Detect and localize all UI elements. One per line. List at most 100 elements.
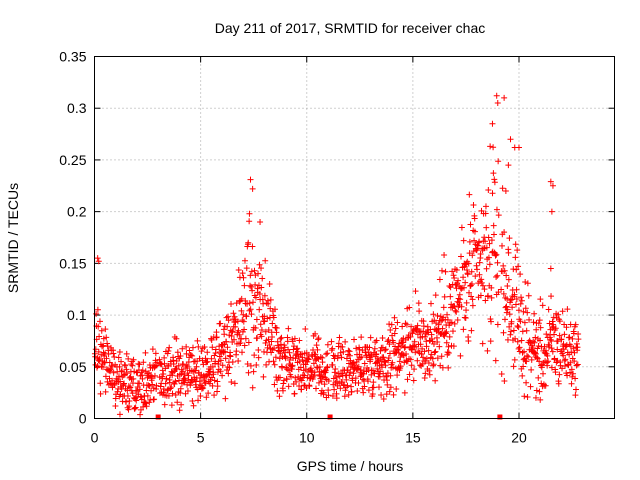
data-point xyxy=(251,267,258,274)
data-point xyxy=(444,311,451,318)
data-point xyxy=(213,334,220,341)
data-point xyxy=(385,354,392,361)
x-tick-label: 0 xyxy=(91,430,99,446)
data-point xyxy=(228,329,235,336)
data-point xyxy=(425,347,432,354)
data-point xyxy=(370,379,377,386)
data-point xyxy=(548,293,555,300)
data-point xyxy=(258,333,265,340)
data-point xyxy=(523,327,530,334)
data-point xyxy=(572,386,579,393)
data-point xyxy=(572,392,579,399)
data-point xyxy=(432,377,439,384)
data-point xyxy=(249,384,256,391)
data-point xyxy=(484,347,491,354)
data-point xyxy=(518,337,525,344)
data-point xyxy=(395,343,402,350)
data-point xyxy=(123,398,130,405)
data-point xyxy=(183,362,190,369)
data-point xyxy=(197,374,204,381)
data-point xyxy=(426,371,433,378)
data-point xyxy=(202,355,209,362)
data-point xyxy=(504,282,511,289)
data-point xyxy=(474,266,481,273)
data-point xyxy=(153,382,160,389)
data-point xyxy=(274,387,281,394)
data-point xyxy=(531,349,538,356)
data-point xyxy=(412,349,419,356)
data-point xyxy=(183,343,190,350)
data-point xyxy=(269,334,276,341)
data-point xyxy=(247,272,254,279)
data-point xyxy=(184,387,191,394)
data-point xyxy=(417,341,424,348)
data-point xyxy=(431,349,438,356)
data-point xyxy=(134,387,141,394)
data-point xyxy=(255,346,262,353)
data-point xyxy=(491,179,498,186)
data-point xyxy=(250,368,257,375)
data-point xyxy=(288,366,295,373)
data-point xyxy=(145,382,152,389)
axis-ticks: 0 0.05 0.1 0.15 0.2 0.25 0.3 0.35 0 5 10 15 20 xyxy=(59,49,615,446)
data-point xyxy=(168,402,175,409)
data-point xyxy=(537,337,544,344)
data-point xyxy=(313,342,320,349)
data-point xyxy=(471,237,478,244)
data-point xyxy=(291,335,298,342)
data-point xyxy=(503,303,510,310)
data-point xyxy=(277,350,284,357)
data-point xyxy=(531,310,538,317)
data-point xyxy=(380,354,387,361)
data-point xyxy=(231,380,238,387)
data-point xyxy=(139,375,146,382)
data-point xyxy=(552,369,559,376)
data-point xyxy=(518,297,525,304)
data-point xyxy=(396,358,403,365)
data-point xyxy=(341,393,348,400)
data-point xyxy=(485,254,492,261)
data-point xyxy=(532,334,539,341)
data-point xyxy=(406,371,413,378)
data-point xyxy=(574,344,581,351)
data-point xyxy=(544,362,551,369)
data-point xyxy=(131,405,138,412)
data-point xyxy=(262,257,269,264)
data-point xyxy=(514,338,521,345)
data-point xyxy=(427,300,434,307)
data-point xyxy=(494,100,501,107)
data-point xyxy=(235,266,242,273)
data-point xyxy=(228,379,235,386)
data-point xyxy=(325,378,332,385)
data-point xyxy=(277,335,284,342)
data-point xyxy=(536,317,543,324)
data-point xyxy=(338,354,345,361)
data-point xyxy=(311,372,318,379)
data-point xyxy=(522,305,529,312)
data-point xyxy=(190,402,197,409)
data-point xyxy=(561,331,568,338)
data-point xyxy=(361,383,368,390)
data-point xyxy=(325,387,332,394)
data-point xyxy=(438,317,445,324)
data-point xyxy=(168,384,175,391)
data-point xyxy=(402,320,409,327)
y-axis-label: SRMTID / TECUs xyxy=(5,183,21,293)
data-point xyxy=(490,144,497,151)
data-point xyxy=(246,210,253,217)
data-point xyxy=(498,286,505,293)
data-point xyxy=(117,378,124,385)
data-point xyxy=(239,349,246,356)
data-point xyxy=(209,363,216,370)
data-point xyxy=(466,289,473,296)
data-point xyxy=(124,370,131,377)
data-point xyxy=(512,301,519,308)
data-point xyxy=(420,323,427,330)
data-point xyxy=(238,295,245,302)
data-point xyxy=(429,338,436,345)
data-point xyxy=(95,357,102,364)
data-point xyxy=(382,346,389,353)
data-point xyxy=(524,309,531,316)
data-point xyxy=(333,374,340,381)
data-point xyxy=(299,356,306,363)
